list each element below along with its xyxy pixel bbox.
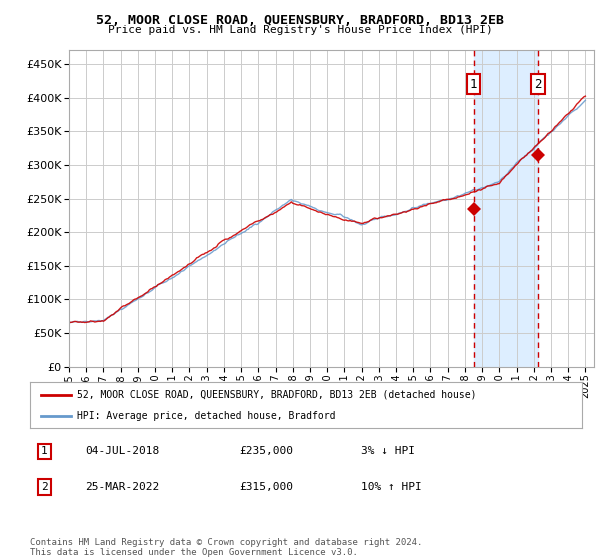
- Text: 2: 2: [535, 77, 542, 91]
- Text: 04-JUL-2018: 04-JUL-2018: [85, 446, 160, 456]
- Text: HPI: Average price, detached house, Bradford: HPI: Average price, detached house, Brad…: [77, 411, 335, 421]
- Text: 52, MOOR CLOSE ROAD, QUEENSBURY, BRADFORD, BD13 2EB (detached house): 52, MOOR CLOSE ROAD, QUEENSBURY, BRADFOR…: [77, 390, 476, 400]
- Text: 25-MAR-2022: 25-MAR-2022: [85, 482, 160, 492]
- Text: 1: 1: [470, 77, 477, 91]
- Text: 52, MOOR CLOSE ROAD, QUEENSBURY, BRADFORD, BD13 2EB: 52, MOOR CLOSE ROAD, QUEENSBURY, BRADFOR…: [96, 14, 504, 27]
- Text: £235,000: £235,000: [240, 446, 294, 456]
- Text: £315,000: £315,000: [240, 482, 294, 492]
- Text: 10% ↑ HPI: 10% ↑ HPI: [361, 482, 422, 492]
- Bar: [473, 50, 538, 367]
- Text: 2: 2: [41, 482, 48, 492]
- Text: 3% ↓ HPI: 3% ↓ HPI: [361, 446, 415, 456]
- Text: 1: 1: [41, 446, 48, 456]
- Text: Price paid vs. HM Land Registry's House Price Index (HPI): Price paid vs. HM Land Registry's House …: [107, 25, 493, 35]
- Text: Contains HM Land Registry data © Crown copyright and database right 2024.
This d: Contains HM Land Registry data © Crown c…: [30, 538, 422, 557]
